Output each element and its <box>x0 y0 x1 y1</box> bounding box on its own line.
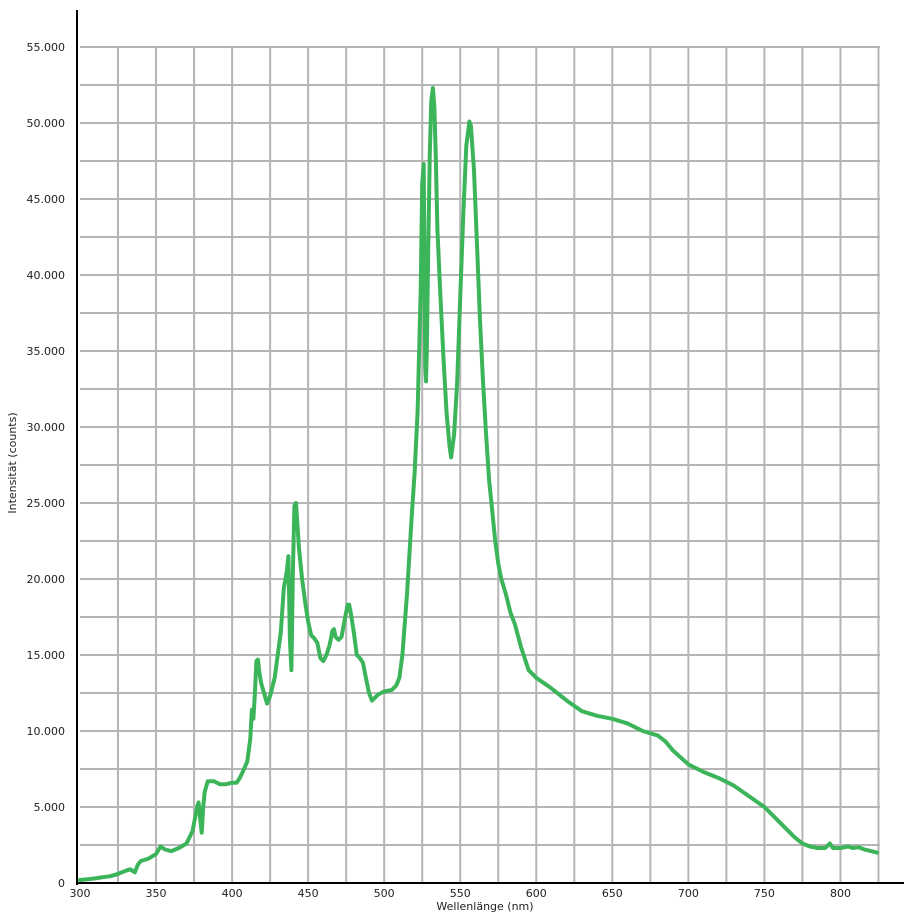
y-tick-label: 25.000 <box>27 497 66 510</box>
x-tick-label: 450 <box>298 887 319 900</box>
x-tick-label: 600 <box>526 887 547 900</box>
y-tick-label: 30.000 <box>27 421 66 434</box>
y-tick-label: 15.000 <box>27 649 66 662</box>
y-tick-label: 10.000 <box>27 725 66 738</box>
x-tick-label: 400 <box>222 887 243 900</box>
x-tick-label: 700 <box>678 887 699 900</box>
x-tick-label: 550 <box>450 887 471 900</box>
x-tick-label: 750 <box>754 887 775 900</box>
y-tick-label: 35.000 <box>27 345 66 358</box>
y-tick-label: 45.000 <box>27 193 66 206</box>
series-layer <box>78 86 879 882</box>
y-tick-label: 5.000 <box>34 801 66 814</box>
x-axis-label: Wellenlänge (nm) <box>436 900 533 913</box>
series-line <box>78 86 879 882</box>
y-axis-label: Intensität (counts) <box>6 412 19 513</box>
x-tick-label: 500 <box>374 887 395 900</box>
y-tick-labels: 0 5.000 10.000 15.000 20.000 25.000 30.000 35.0… <box>27 41 66 890</box>
y-tick-label: 0 <box>58 877 65 890</box>
x-tick-label: 350 <box>146 887 167 900</box>
x-tick-label: 300 <box>70 887 91 900</box>
x-tick-labels: 300 350 400 450 500 550 600 650 700 750 800 <box>70 887 851 900</box>
x-tick-label: 650 <box>602 887 623 900</box>
y-tick-label: 55.000 <box>27 41 66 54</box>
axes <box>76 10 904 885</box>
x-tick-label: 800 <box>830 887 851 900</box>
grid <box>80 46 880 883</box>
y-tick-label: 40.000 <box>27 269 66 282</box>
y-tick-label: 20.000 <box>27 573 66 586</box>
y-tick-label: 50.000 <box>27 117 66 130</box>
